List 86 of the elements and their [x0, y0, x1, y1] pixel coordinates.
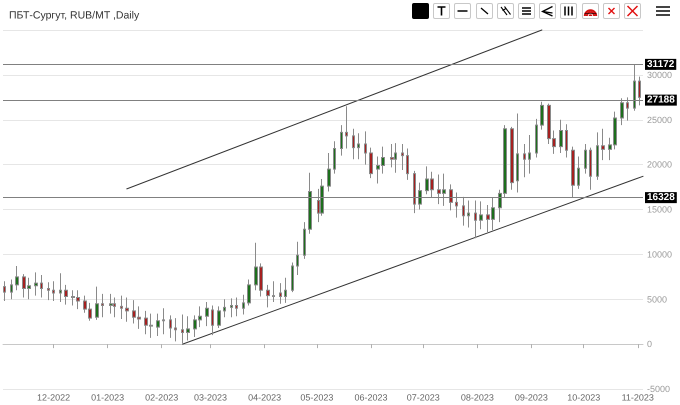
candlestick	[357, 132, 360, 160]
candlestick	[284, 277, 287, 304]
candlestick	[174, 318, 177, 342]
candlestick	[279, 282, 282, 304]
candlestick	[406, 148, 409, 180]
candlestick	[266, 284, 270, 308]
x-tick-label: 05-2023	[300, 392, 334, 402]
x-tick-label: 03-2023	[194, 392, 228, 402]
candlestick	[230, 298, 233, 318]
candlestick	[474, 200, 477, 239]
x-tick-label: 08-2023	[460, 392, 494, 402]
candlestick	[113, 296, 116, 318]
candlestick	[217, 306, 221, 328]
candlestick	[235, 296, 238, 317]
y-tick-label: 15000	[647, 204, 672, 214]
candlestick	[272, 280, 275, 302]
candlestick	[15, 266, 19, 291]
candlestick	[101, 293, 104, 318]
candlestick	[516, 112, 519, 193]
candlestick	[589, 147, 592, 190]
candlestick	[296, 241, 299, 276]
candlestick	[95, 286, 99, 320]
candlestick	[40, 274, 43, 298]
candlestick	[3, 280, 6, 302]
x-tick-label: 09-2023	[514, 392, 548, 402]
candlestick	[247, 279, 251, 306]
candlestick	[47, 282, 50, 301]
x-tick-label: 06-2023	[354, 392, 388, 402]
x-tick-label: 01-2023	[91, 392, 124, 402]
ref-line-label: 27188	[647, 94, 676, 106]
x-tick-label: 07-2023	[406, 392, 440, 402]
candlestick	[565, 124, 568, 158]
y-tick-label: 10000	[647, 249, 672, 260]
candlestick	[596, 132, 599, 180]
candlestick	[333, 140, 336, 174]
ref-line-label: 31172	[647, 58, 675, 70]
candlestick	[109, 293, 113, 314]
chart-title: ПБТ-Сургут, RUB/MT ,Daily	[9, 10, 140, 22]
candlestick	[125, 296, 129, 322]
candlestick	[211, 305, 214, 336]
candlestick	[52, 280, 55, 302]
candlestick	[577, 156, 580, 190]
candlestick	[223, 298, 226, 318]
candlestick	[479, 200, 483, 230]
x-tick-label: 04-2023	[248, 392, 282, 402]
candlestick	[369, 147, 373, 179]
candlestick	[510, 126, 514, 190]
candlestick	[64, 284, 68, 306]
candlestick	[528, 134, 531, 174]
candlestick	[120, 295, 123, 320]
candlestick	[303, 222, 306, 260]
candlestick	[327, 152, 331, 192]
candlestick	[169, 314, 172, 338]
candlestick	[291, 262, 294, 293]
candlestick	[523, 143, 526, 178]
x-tick-label: 11-2023	[622, 392, 654, 402]
candlestick	[584, 143, 587, 174]
y-tick-label: 5000	[647, 294, 668, 304]
candlestick	[242, 294, 245, 316]
candlestick	[162, 308, 165, 335]
candlestick	[10, 279, 13, 300]
candlestick	[535, 118, 538, 158]
y-tick-label: 25000	[647, 114, 672, 125]
candlestick	[401, 143, 404, 171]
x-tick-label: 02-2023	[145, 392, 178, 402]
candlestick	[394, 142, 397, 174]
ref-line-label: 16328	[647, 192, 676, 204]
y-tick-label: 0	[647, 339, 652, 350]
candlestick	[181, 314, 184, 344]
candlestick	[559, 119, 563, 154]
y-tick-label: 20000	[647, 160, 672, 170]
x-tick-label: 10-2023	[567, 392, 600, 402]
y-tick-label: -5000	[647, 384, 670, 394]
candlestick	[601, 128, 605, 161]
candlestick	[186, 316, 190, 342]
y-tick-label: 30000	[647, 70, 672, 80]
candlestick	[59, 272, 62, 302]
candlestick	[156, 313, 160, 337]
candlestick	[364, 130, 367, 166]
candlestick	[340, 124, 343, 156]
x-tick-label: 12-2022	[37, 392, 70, 402]
candlestick	[467, 200, 470, 228]
candlestick	[345, 106, 348, 149]
candlestick	[34, 272, 38, 296]
candlestick	[205, 301, 209, 327]
candlestick	[352, 128, 355, 160]
